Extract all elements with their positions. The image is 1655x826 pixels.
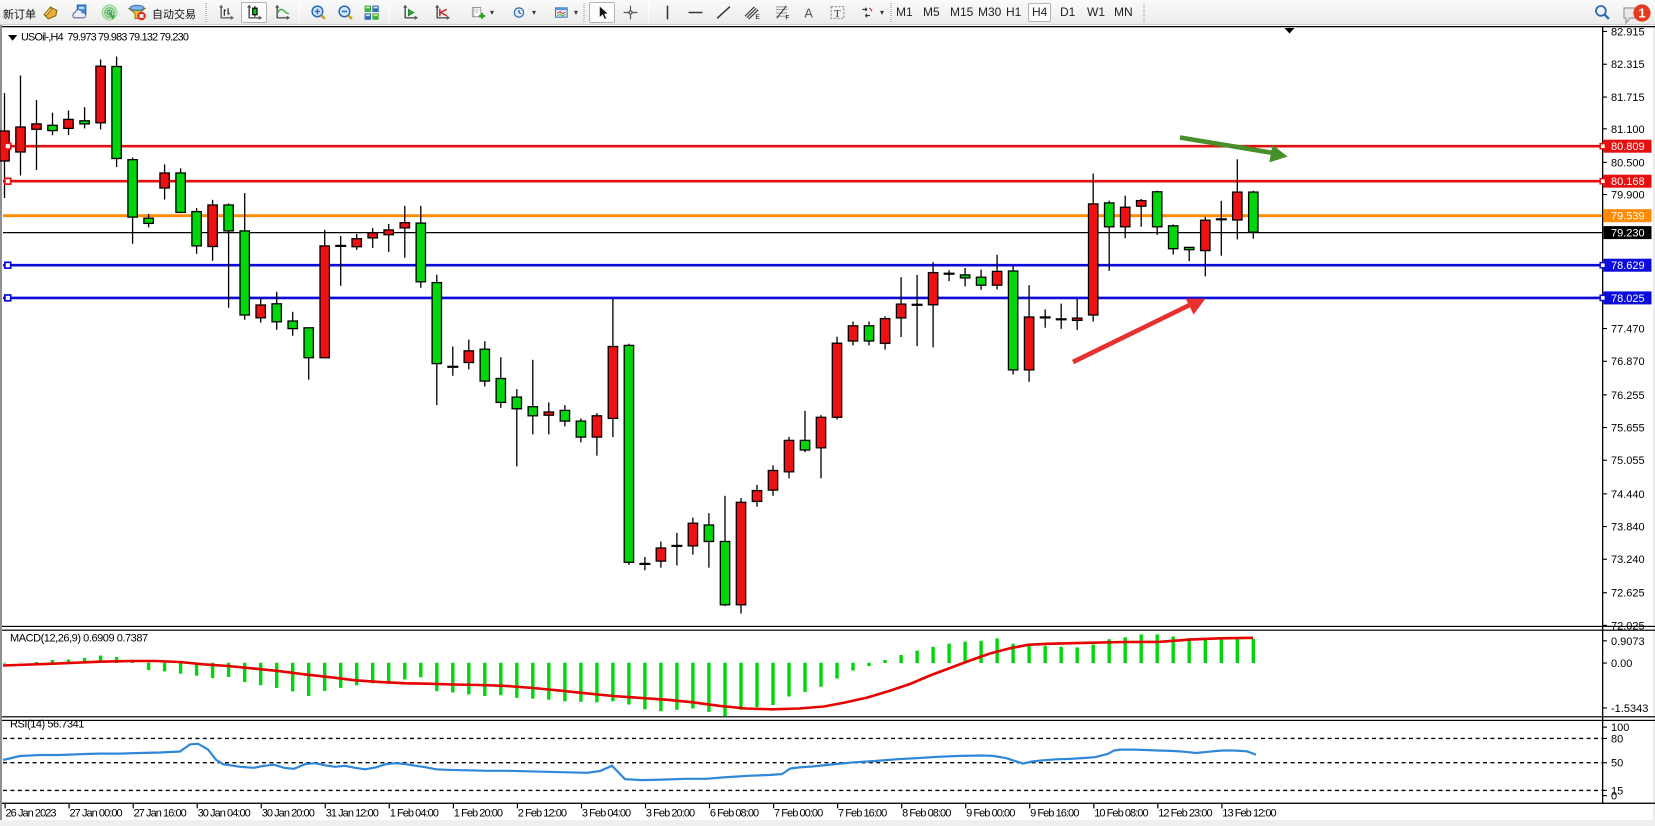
svg-text:80.809: 80.809 bbox=[1611, 141, 1645, 153]
svg-text:26 Jan 2023: 26 Jan 2023 bbox=[6, 808, 57, 820]
svg-text:1 Feb 04:00: 1 Feb 04:00 bbox=[390, 808, 439, 820]
svg-text:73.840: 73.840 bbox=[1611, 522, 1645, 534]
svg-text:78.629: 78.629 bbox=[1611, 260, 1645, 272]
svg-text:30 Jan 04:00: 30 Jan 04:00 bbox=[198, 808, 251, 820]
svg-text:80.168: 80.168 bbox=[1611, 176, 1645, 188]
svg-text:7 Feb 16:00: 7 Feb 16:00 bbox=[838, 808, 887, 820]
svg-text:30 Jan 20:00: 30 Jan 20:00 bbox=[262, 808, 315, 820]
svg-text:75.655: 75.655 bbox=[1611, 423, 1645, 435]
svg-text:79.539: 79.539 bbox=[1611, 211, 1645, 223]
svg-text:80.500: 80.500 bbox=[1611, 157, 1645, 169]
svg-text:77.470: 77.470 bbox=[1611, 324, 1645, 336]
svg-text:82.315: 82.315 bbox=[1611, 59, 1645, 71]
svg-text:0: 0 bbox=[1611, 791, 1617, 803]
svg-text:81.715: 81.715 bbox=[1611, 92, 1645, 104]
svg-text:10 Feb 08:00: 10 Feb 08:00 bbox=[1094, 808, 1148, 820]
svg-text:82.915: 82.915 bbox=[1611, 26, 1645, 38]
svg-text:75.055: 75.055 bbox=[1611, 455, 1645, 467]
svg-text:81.100: 81.100 bbox=[1611, 124, 1645, 136]
svg-text:8 Feb 08:00: 8 Feb 08:00 bbox=[902, 808, 951, 820]
svg-text:78.025: 78.025 bbox=[1611, 293, 1645, 305]
svg-text:76.870: 76.870 bbox=[1611, 356, 1645, 368]
svg-text:1: 1 bbox=[1638, 5, 1645, 20]
svg-text:72.025: 72.025 bbox=[1611, 620, 1645, 632]
svg-text:76.255: 76.255 bbox=[1611, 390, 1645, 402]
svg-text:USOil-,H4 79.973 79.983 79.13: USOil-,H4 79.973 79.983 79.132 79.230 bbox=[21, 32, 189, 44]
svg-text:1 Feb 20:00: 1 Feb 20:00 bbox=[454, 808, 503, 820]
svg-text:3 Feb 20:00: 3 Feb 20:00 bbox=[646, 808, 695, 820]
svg-text:79.230: 79.230 bbox=[1611, 228, 1645, 240]
svg-text:80: 80 bbox=[1611, 733, 1623, 745]
svg-text:27 Jan 16:00: 27 Jan 16:00 bbox=[134, 808, 187, 820]
svg-text:9 Feb 16:00: 9 Feb 16:00 bbox=[1030, 808, 1079, 820]
svg-text:12 Feb 23:00: 12 Feb 23:00 bbox=[1158, 808, 1212, 820]
svg-text:15: 15 bbox=[1611, 785, 1623, 797]
svg-text:79.900: 79.900 bbox=[1611, 190, 1645, 202]
svg-text:E: E bbox=[755, 14, 760, 21]
svg-text:-1.5343: -1.5343 bbox=[1611, 703, 1648, 715]
svg-text:RSI(14) 56.7341: RSI(14) 56.7341 bbox=[10, 719, 84, 731]
svg-text:A: A bbox=[804, 5, 813, 20]
svg-text:7 Feb 00:00: 7 Feb 00:00 bbox=[774, 808, 823, 820]
svg-text:74.440: 74.440 bbox=[1611, 489, 1645, 501]
svg-text:0.9073: 0.9073 bbox=[1611, 636, 1645, 648]
svg-text:73.240: 73.240 bbox=[1611, 554, 1645, 566]
svg-text:T: T bbox=[834, 9, 841, 20]
svg-text:MACD(12,26,9) 0.6909 0.7387: MACD(12,26,9) 0.6909 0.7387 bbox=[10, 633, 148, 645]
svg-text:100: 100 bbox=[1611, 722, 1629, 734]
svg-text:F: F bbox=[785, 15, 789, 21]
svg-text:72.625: 72.625 bbox=[1611, 588, 1645, 600]
svg-text:27 Jan 00:00: 27 Jan 00:00 bbox=[70, 808, 123, 820]
svg-text:0.00: 0.00 bbox=[1611, 658, 1632, 670]
svg-text:31 Jan 12:00: 31 Jan 12:00 bbox=[326, 808, 379, 820]
svg-text:3 Feb 04:00: 3 Feb 04:00 bbox=[582, 808, 631, 820]
svg-text:2 Feb 12:00: 2 Feb 12:00 bbox=[518, 808, 567, 820]
svg-text:13 Feb 12:00: 13 Feb 12:00 bbox=[1222, 808, 1276, 820]
svg-text:6 Feb 08:00: 6 Feb 08:00 bbox=[710, 808, 759, 820]
svg-text:50: 50 bbox=[1611, 758, 1623, 770]
svg-text:9 Feb 00:00: 9 Feb 00:00 bbox=[966, 808, 1015, 820]
